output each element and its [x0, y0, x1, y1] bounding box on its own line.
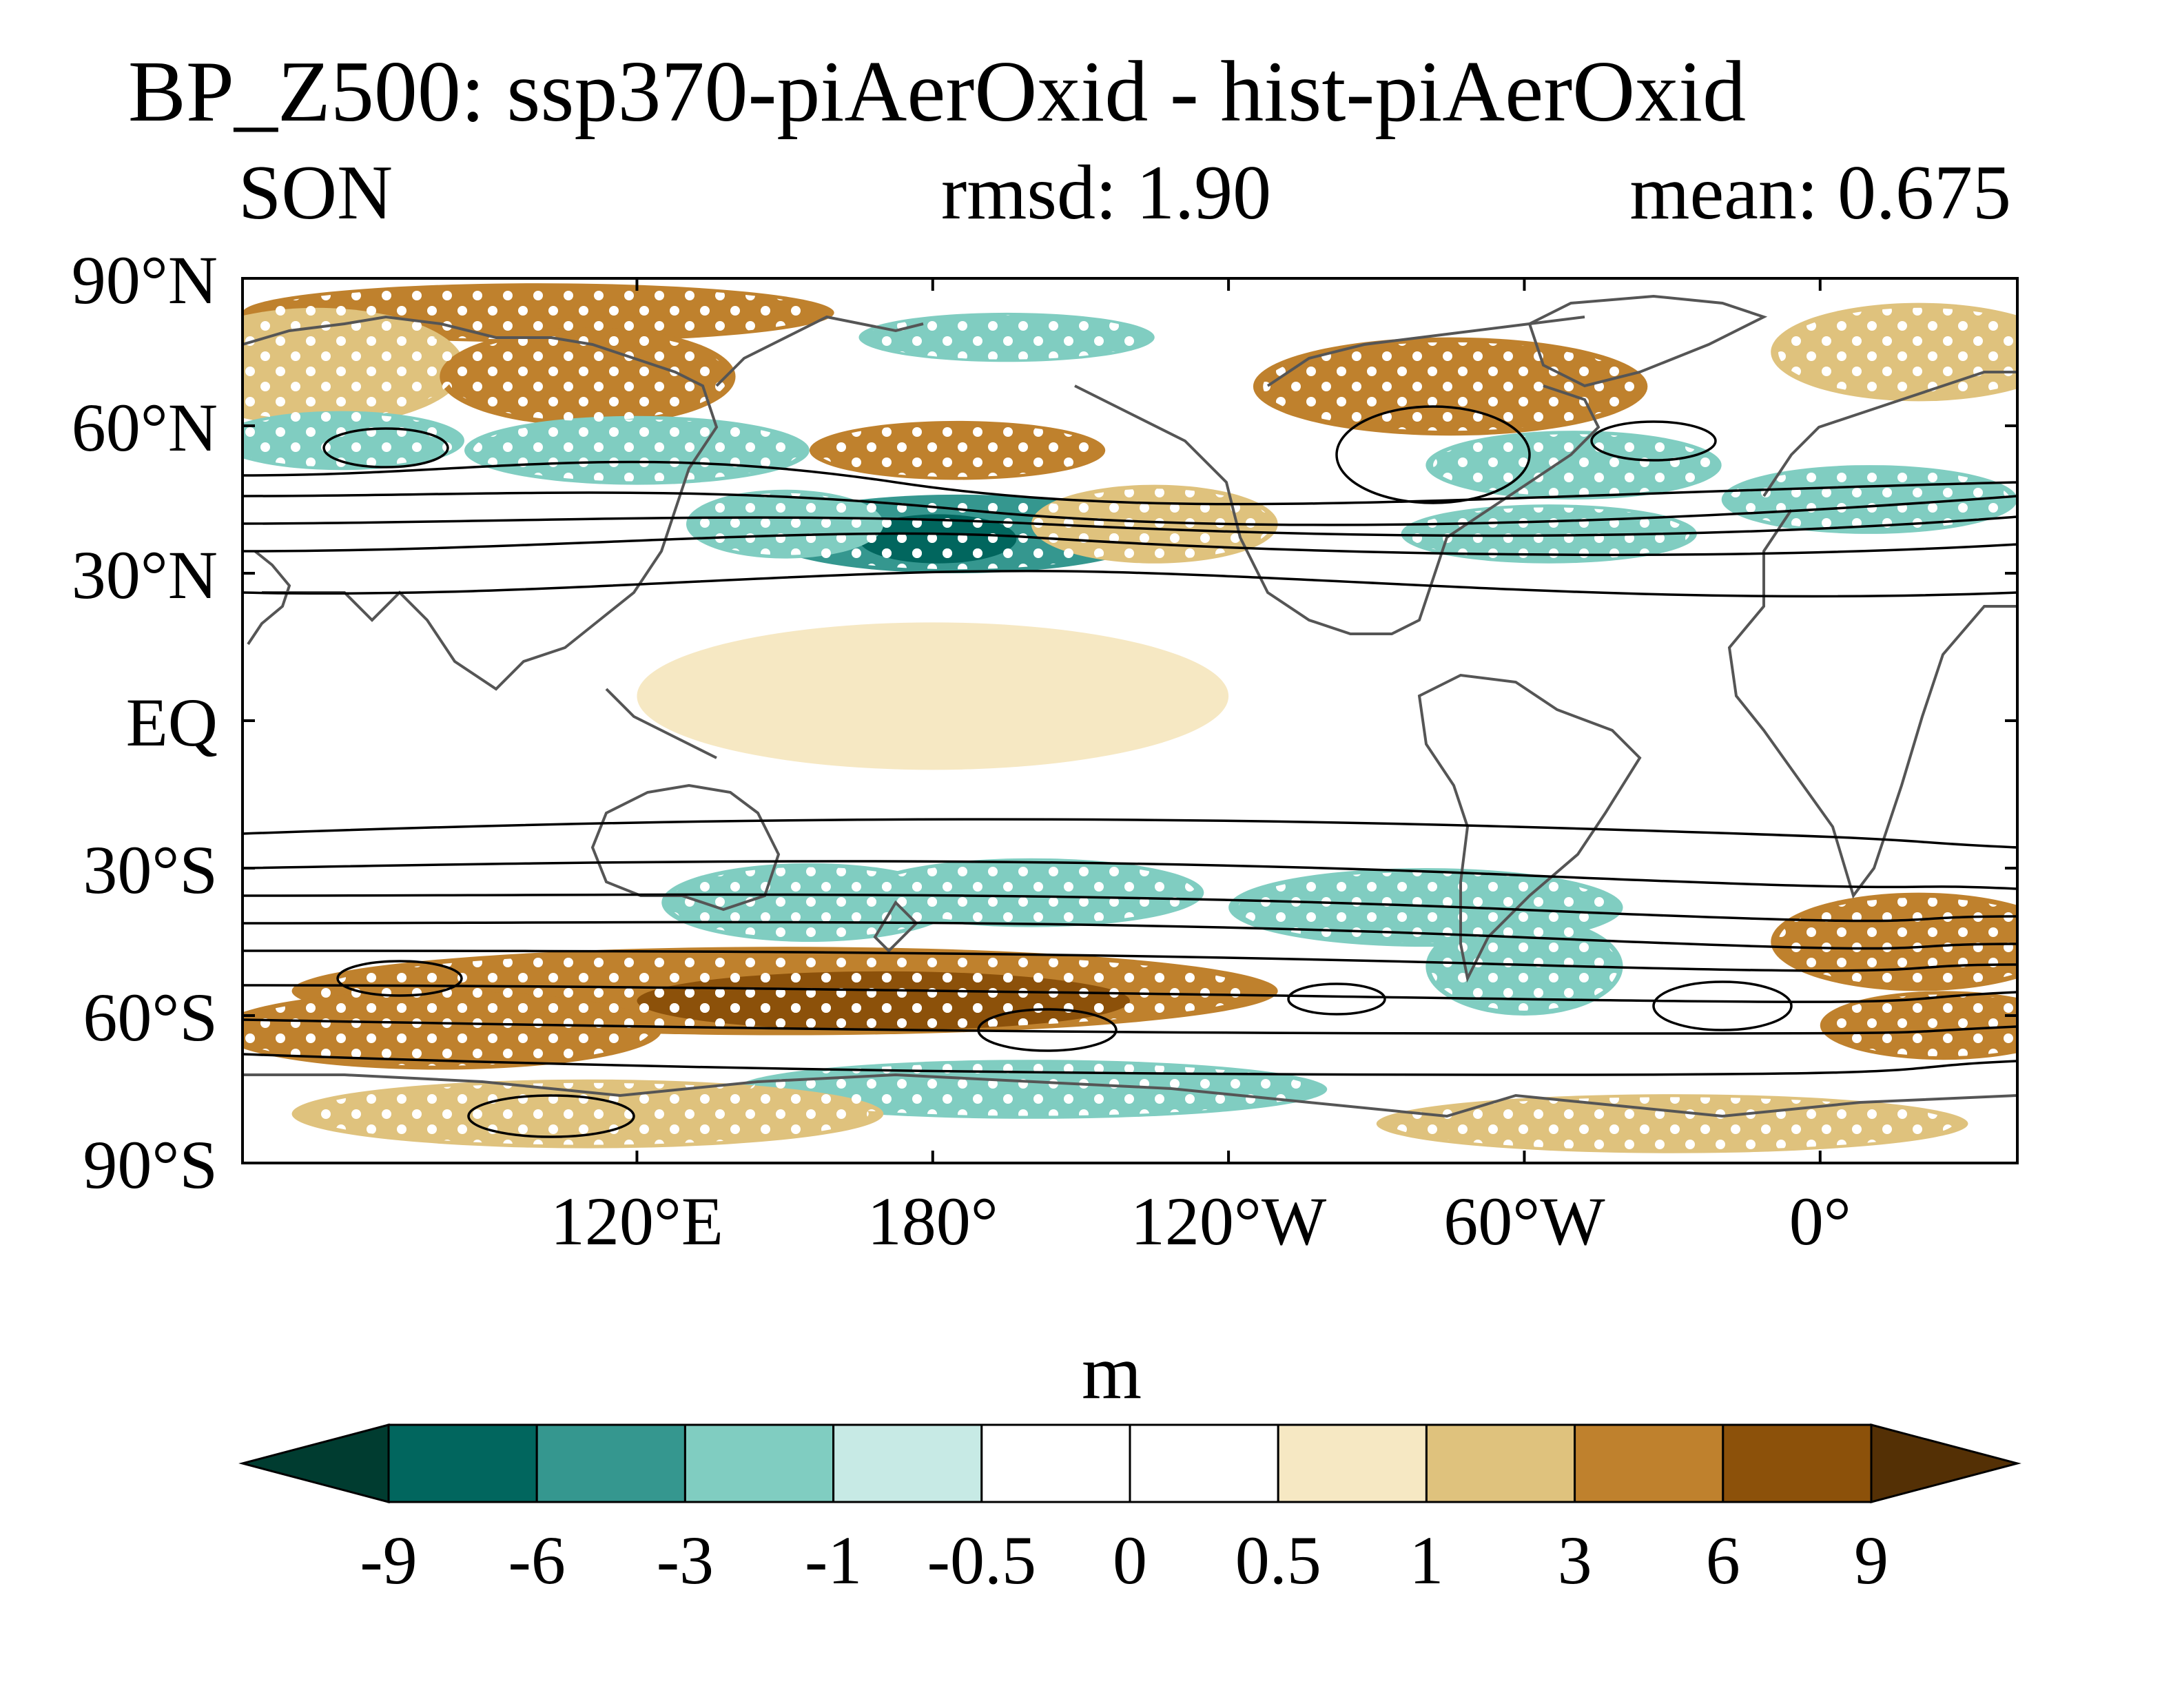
- siberia-coast: [715, 315, 924, 387]
- contour-sh-1: [243, 818, 2017, 849]
- y-tick-label-2: 30°N: [72, 537, 218, 613]
- stipple-region-5: [1778, 307, 2017, 397]
- colorbar-label-0: -9: [360, 1522, 417, 1598]
- colorbar-box-2: [683, 1423, 835, 1503]
- colorbar-label-8: 3: [1558, 1522, 1592, 1598]
- north-america-coast: [1074, 384, 1601, 635]
- colorbar-box-8: [1574, 1423, 1725, 1503]
- colorbar-box-9: [1722, 1423, 1873, 1503]
- x-tick-label-1: 180°: [867, 1183, 998, 1259]
- stipple-region-10: [863, 516, 1013, 562]
- contour-nh-low-3: [1335, 405, 1531, 504]
- asia-coast: [243, 315, 719, 691]
- contour-sh-3: [243, 893, 2017, 923]
- x-tick-label-2: 120°W: [1131, 1183, 1327, 1259]
- colorbar-label-4: -0.5: [927, 1522, 1036, 1598]
- colorbar-box-6: [1277, 1423, 1428, 1503]
- colorbar-label-1: -6: [508, 1522, 566, 1598]
- colorbar-arrow-low: [238, 1423, 390, 1503]
- stipple-region-1: [243, 313, 457, 420]
- colorbar-units-label: m: [1082, 1330, 1142, 1415]
- colorbar-label-6: 0.5: [1235, 1522, 1321, 1598]
- chart-title: BP_Z500: ssp370-piAerOxid - hist-piAerOx…: [127, 44, 1747, 140]
- x-tick-label-3: 60°W: [1443, 1183, 1605, 1259]
- colorbar-box-7: [1425, 1423, 1576, 1503]
- colorbar-label-5: 0: [1113, 1522, 1147, 1598]
- colorbar-label-2: -3: [657, 1522, 714, 1598]
- stipple-region-13: [1433, 434, 1714, 497]
- contour-sh-6: [243, 984, 2017, 1003]
- greenland-coast: [1527, 294, 1768, 388]
- colorbar-label-7: 1: [1409, 1522, 1443, 1598]
- europe-coast: [1762, 371, 2017, 497]
- stipple-region-24: [1826, 994, 2017, 1057]
- anomaly-region-28: [637, 622, 1229, 770]
- stipple-region-17: [867, 861, 1195, 924]
- colorbar-box-4: [980, 1423, 1131, 1503]
- stipple-region-7: [473, 419, 801, 482]
- contour-sh-low-2: [977, 1008, 1118, 1052]
- colorbar-label-10: 9: [1854, 1522, 1888, 1598]
- contour-sh-low-3: [1287, 982, 1386, 1016]
- contour-sh-low-4: [1652, 980, 1793, 1031]
- y-tick-label-5: 60°S: [83, 979, 218, 1056]
- climatology-contours: [243, 405, 2017, 1138]
- colorbar: -9 -6 -3 -1 -0.5 0 0.5 1 3 6 9: [238, 1423, 2021, 1598]
- contour-sh-low-1: [336, 960, 463, 997]
- contour-nh-low-2: [1590, 420, 1717, 462]
- y-tick-label-1: 60°N: [72, 389, 218, 466]
- contour-sh-5: [243, 949, 2017, 972]
- africa-east-coast: [247, 550, 291, 646]
- colorbar-box-3: [832, 1423, 983, 1503]
- contour-sh-7: [243, 1018, 2017, 1035]
- contour-nh-5: [243, 460, 2017, 506]
- colorbar-label-9: 6: [1706, 1522, 1740, 1598]
- colorbar-arrow-high: [1870, 1423, 2021, 1503]
- rmsd-label: rmsd: 1.90: [941, 150, 1272, 236]
- season-label: SON: [238, 150, 393, 236]
- y-tick-label-3: EQ: [126, 684, 218, 761]
- stipple-region-14: [1408, 507, 1690, 561]
- contour-sh-8: [243, 1053, 2017, 1076]
- colorbar-label-3: -1: [805, 1522, 862, 1598]
- y-tick-label-4: 30°S: [83, 832, 218, 908]
- stipple-region-11: [691, 493, 879, 555]
- stipple-region-22: [243, 995, 651, 1066]
- contour-sh-2: [243, 860, 2017, 890]
- stipple-region-2: [446, 332, 728, 421]
- x-tick-label-0: 120°E: [550, 1183, 723, 1259]
- indonesia-coast: [605, 688, 717, 759]
- contour-nh-low-1: [322, 427, 449, 469]
- mean-label: mean: 0.675: [1629, 150, 2011, 236]
- africa-west-coast: [1727, 508, 2017, 899]
- stipple-region-19: [1430, 922, 1618, 1011]
- stipple-region-27: [1391, 1097, 1953, 1151]
- contour-sh-4: [243, 920, 2017, 950]
- contour-nh-3: [243, 515, 2017, 537]
- stipple-region-21: [649, 974, 1118, 1028]
- stipple-region-6: [243, 413, 459, 467]
- contour-nh-4: [243, 491, 2017, 526]
- colorbar-box-1: [535, 1423, 686, 1503]
- x-axis: 120°E 180° 120°W 60°W 0°: [550, 278, 1851, 1259]
- colorbar-box-0: [387, 1423, 538, 1503]
- colorbar-box-5: [1129, 1423, 1279, 1503]
- stipple-region-8: [816, 424, 1098, 477]
- south-america-coast: [1417, 673, 1642, 983]
- y-tick-label-6: 90°S: [83, 1126, 218, 1203]
- new-zealand-coast: [873, 900, 918, 953]
- x-tick-label-4: 0°: [1789, 1183, 1851, 1259]
- stipple-region-3: [866, 315, 1148, 360]
- antarctica-coast: [243, 1073, 2017, 1118]
- y-axis: 90°N 60°N 30°N EQ 30°S 60°S 90°S: [72, 242, 2017, 1203]
- contour-nh-1: [243, 569, 2017, 598]
- y-tick-label-0: 90°N: [72, 242, 218, 318]
- contour-nh-2: [243, 532, 2017, 557]
- contour-sh-low-5: [467, 1094, 635, 1138]
- stipple-region-26: [307, 1082, 869, 1145]
